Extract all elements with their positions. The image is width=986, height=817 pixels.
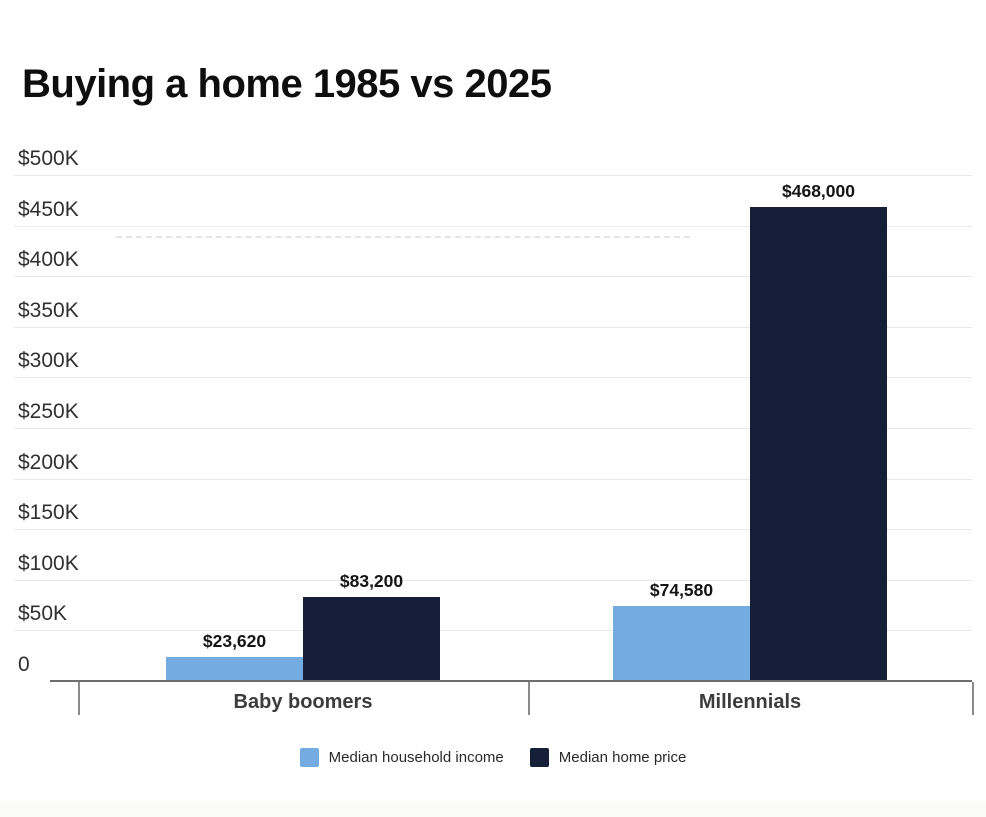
legend-label-income: Median household income xyxy=(328,749,504,766)
gridline xyxy=(14,478,972,480)
legend-label-price: Median home price xyxy=(558,749,687,766)
y-axis-tick-label: $150K xyxy=(18,501,79,525)
y-axis-tick-label: $300K xyxy=(18,349,79,373)
x-axis-line xyxy=(50,680,972,682)
gridline xyxy=(14,175,972,176)
y-axis-tick-label: $400K xyxy=(18,248,79,272)
bar-price-1 xyxy=(750,207,887,681)
bar-price-0 xyxy=(303,597,440,681)
gridline xyxy=(14,428,972,429)
gridline xyxy=(14,225,972,227)
bar-value-label: $83,200 xyxy=(339,571,404,591)
gridline xyxy=(14,326,972,328)
gridline xyxy=(14,529,972,531)
chart-title: Buying a home 1985 vs 2025 xyxy=(22,62,552,106)
bottom-strip xyxy=(0,802,986,817)
bar-income-1 xyxy=(613,606,750,681)
y-axis-tick-label: $50K xyxy=(18,602,68,626)
bar-income-0 xyxy=(166,657,303,681)
legend-swatch-price xyxy=(529,748,549,767)
gridline xyxy=(14,630,972,632)
gridline xyxy=(14,276,972,278)
dashed-line xyxy=(116,236,690,238)
gridline xyxy=(14,377,972,379)
y-axis-tick-label: $350K xyxy=(18,298,79,322)
x-axis-tick xyxy=(78,682,80,715)
x-axis-category-label: Millennials xyxy=(698,691,802,713)
y-axis-tick-label: 0 xyxy=(18,653,30,676)
y-axis-tick-label: $200K xyxy=(18,450,79,474)
legend-item-price: Median home price xyxy=(529,748,687,767)
legend-swatch-income xyxy=(299,748,319,767)
bar-value-label: $74,580 xyxy=(649,580,714,600)
legend-item-income: Median household income xyxy=(299,748,504,767)
x-axis-category-label: Baby boomers xyxy=(233,691,373,713)
x-axis-tick xyxy=(528,682,530,715)
y-axis-tick-label: $250K xyxy=(18,400,79,423)
bar-value-label: $468,000 xyxy=(782,181,855,201)
y-axis-tick-label: $450K xyxy=(18,197,79,221)
x-axis-tick xyxy=(972,682,974,715)
legend: Median household income Median home pric… xyxy=(0,748,986,767)
bar-value-label: $23,620 xyxy=(202,631,267,651)
gridline xyxy=(14,579,972,581)
y-axis-tick-label: $100K xyxy=(18,551,79,575)
y-axis-tick-label: $500K xyxy=(18,147,79,170)
